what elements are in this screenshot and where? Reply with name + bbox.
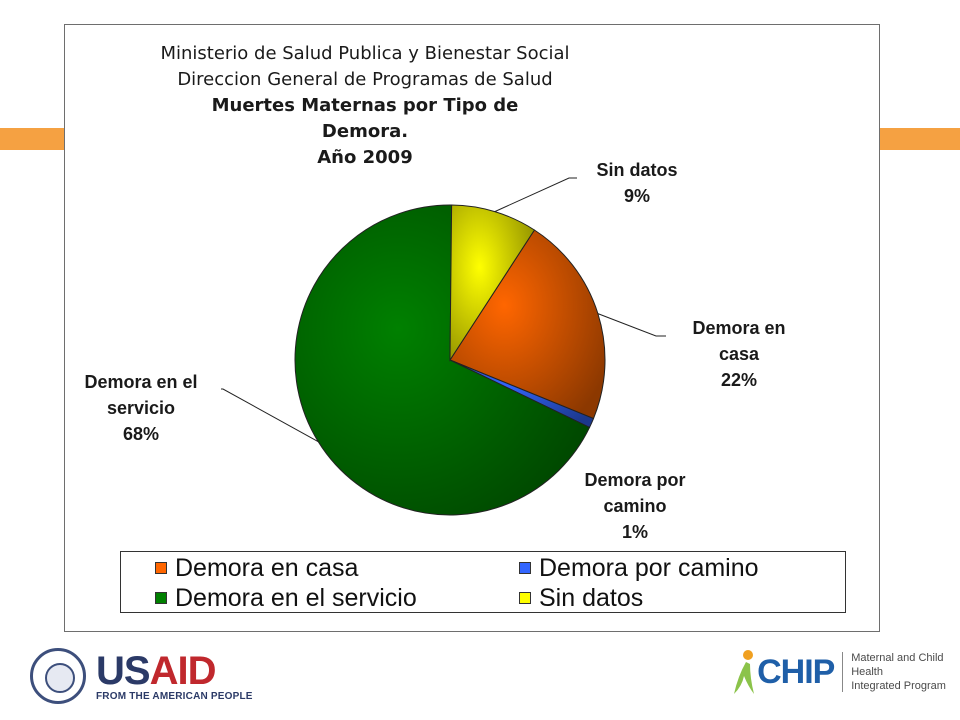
pie-slice-sin-datos [449,204,536,362]
label-demora-servicio-line2: servicio [106,398,176,418]
legend-item-sin-datos: Sin datos [519,583,643,613]
label-demora-servicio-line1: Demora en el [84,372,198,392]
chart-title: Ministerio de Salud Publica y Bienestar … [125,41,605,171]
chip-tagline: Maternal and Child Health Integrated Pro… [851,651,960,693]
legend-item-demora-servicio: Demora en el servicio [155,583,417,613]
usaid-logo: USAID FROM THE AMERICAN PEOPLE [30,648,253,704]
legend-label-demora-camino: Demora por camino [539,553,759,582]
label-demora-casa-line1: Demora en [692,318,786,338]
title-line-1: Ministerio de Salud Publica y Bienestar … [160,43,570,64]
chip-divider [842,652,844,692]
title-line-2: Direccion General de Programas de Salud [177,69,553,90]
label-demora-camino: Demora por camino 1% [545,467,725,545]
title-bold-line-1: Muertes Maternas por Tipo de [211,95,519,116]
legend-swatch-demora-casa [155,562,167,574]
legend-item-demora-camino: Demora por camino [519,553,759,583]
chip-tagline-1: Maternal and Child Health [851,652,944,678]
label-demora-casa-pct: 22% [720,370,758,390]
legend-item-demora-casa: Demora en casa [155,553,358,583]
usaid-wordmark: USAID FROM THE AMERICAN PEOPLE [96,651,253,702]
pie-slice-demora-en-casa [449,229,606,420]
label-sin-datos-pct: 9% [623,186,650,206]
label-demora-servicio-pct: 68% [122,424,160,444]
label-demora-camino-line1: Demora por [584,470,686,490]
legend-label-demora-servicio: Demora en el servicio [175,583,417,612]
legend-label-demora-casa: Demora en casa [175,553,359,582]
legend-swatch-sin-datos [519,592,531,604]
leader-line-sin-datos [494,177,577,213]
label-demora-servicio: Demora en el servicio 68% [51,369,231,447]
chart-frame: Ministerio de Salud Publica y Bienestar … [64,24,880,632]
label-demora-casa-line2: casa [718,344,760,364]
leader-line-demora-en-casa [597,313,666,337]
chip-tagline-2: Integrated Program [851,680,946,692]
legend-swatch-demora-servicio [155,592,167,604]
chip-figure-icon [734,650,754,694]
title-bold-line-3: Año 2009 [317,147,413,168]
label-sin-datos-name: Sin datos [596,160,678,180]
chart-legend: Demora en casa Demora por camino Demora … [120,551,846,613]
chip-text: CHIP [757,652,835,691]
label-demora-camino-line2: camino [603,496,667,516]
title-bold-line-2: Demora. [321,121,409,142]
chip-logo: CHIP Maternal and Child Health Integrate… [728,646,960,698]
label-demora-casa: Demora en casa 22% [649,315,829,393]
legend-swatch-demora-camino [519,562,531,574]
usaid-tagline: FROM THE AMERICAN PEOPLE [96,690,253,702]
label-demora-camino-pct: 1% [621,522,648,542]
usaid-text: USAID [96,648,216,693]
leader-line-demora-en-el-servicio [221,388,319,443]
legend-label-sin-datos: Sin datos [539,583,644,612]
pie-chart [221,177,666,516]
label-sin-datos: Sin datos 9% [547,157,727,209]
usaid-seal-icon [30,648,86,704]
